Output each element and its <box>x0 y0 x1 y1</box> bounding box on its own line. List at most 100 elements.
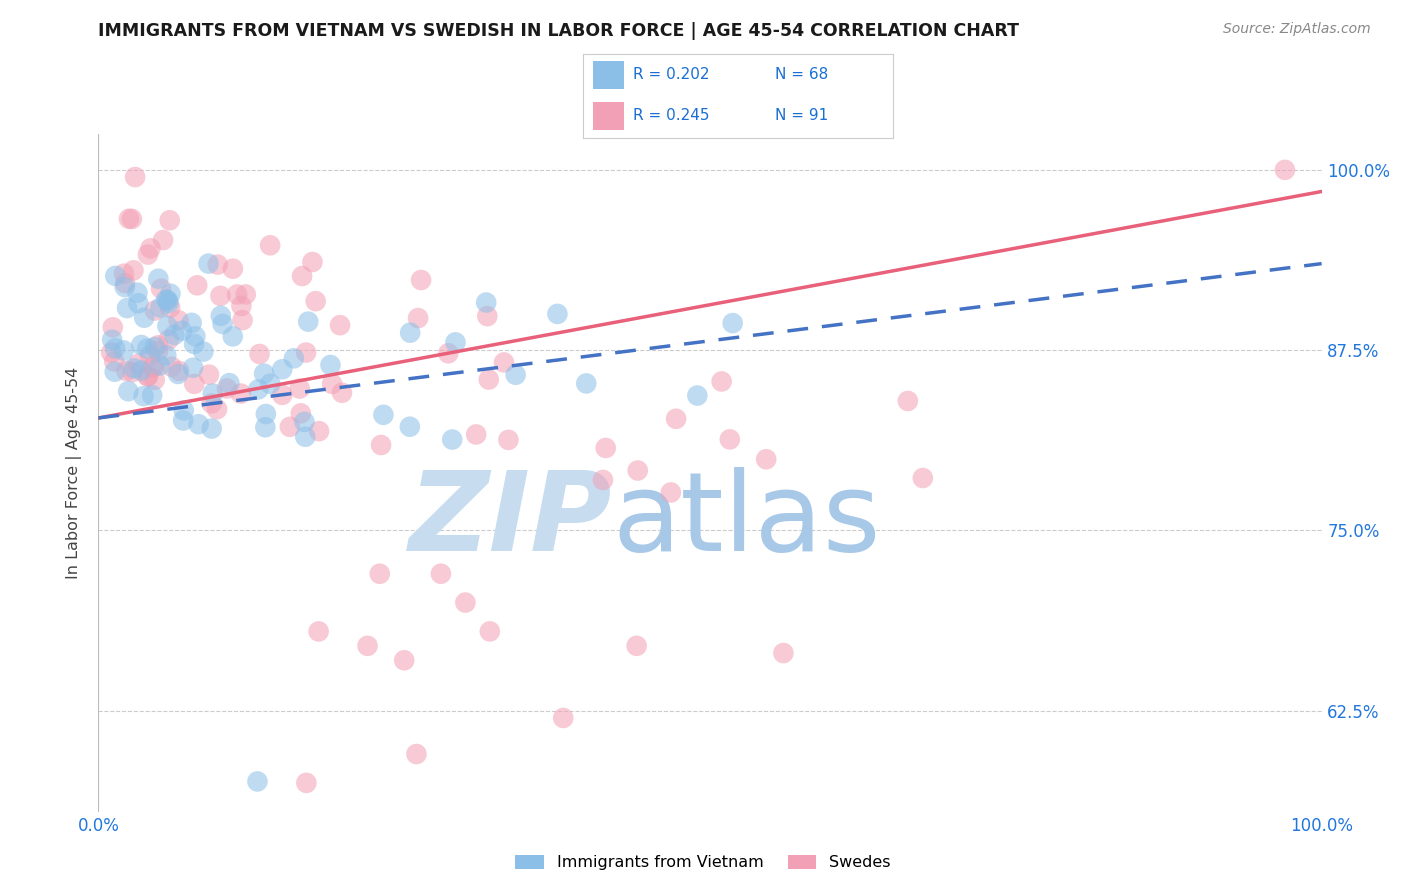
Point <box>150 282 173 296</box>
Text: R = 0.202: R = 0.202 <box>633 67 710 82</box>
Point <box>477 309 499 323</box>
Point <box>134 310 156 325</box>
Point <box>157 333 180 347</box>
Point <box>235 287 257 301</box>
Point <box>100 345 122 359</box>
Point <box>129 363 152 377</box>
Point <box>152 233 174 247</box>
Point <box>409 273 432 287</box>
Point <box>592 473 614 487</box>
Point <box>112 343 135 358</box>
Point <box>173 403 195 417</box>
Point <box>505 368 527 382</box>
Point <box>254 420 277 434</box>
Point <box>259 376 281 391</box>
Point <box>112 267 135 281</box>
Point <box>301 255 323 269</box>
Text: ZIP: ZIP <box>409 467 612 574</box>
Point <box>157 295 180 310</box>
Point <box>430 566 453 581</box>
Point <box>209 289 232 303</box>
Point <box>103 354 125 368</box>
Point <box>772 646 794 660</box>
Point <box>136 369 159 384</box>
Point <box>595 441 617 455</box>
Point <box>247 382 270 396</box>
Text: N = 91: N = 91 <box>775 108 828 123</box>
Point <box>290 406 312 420</box>
Point <box>146 344 169 359</box>
Point <box>183 376 205 391</box>
Point <box>143 340 166 354</box>
Point <box>186 278 208 293</box>
Point <box>159 286 181 301</box>
Point <box>259 238 281 252</box>
Text: IMMIGRANTS FROM VIETNAM VS SWEDISH IN LABOR FORCE | AGE 45-54 CORRELATION CHART: IMMIGRANTS FROM VIETNAM VS SWEDISH IN LA… <box>98 22 1019 40</box>
Point <box>288 382 311 396</box>
Point <box>172 413 194 427</box>
Point <box>370 438 392 452</box>
Point <box>117 384 139 399</box>
Point <box>187 417 209 432</box>
Point <box>392 653 416 667</box>
Point <box>271 388 294 402</box>
Point <box>143 303 166 318</box>
Point <box>101 333 124 347</box>
Point <box>141 388 163 402</box>
Point <box>142 359 165 374</box>
Point <box>294 415 316 429</box>
Point <box>114 276 136 290</box>
Point <box>156 293 179 308</box>
Point <box>437 346 460 360</box>
Point <box>271 362 294 376</box>
Point <box>441 433 464 447</box>
Point <box>136 342 159 356</box>
Point <box>209 309 232 323</box>
Point <box>167 367 190 381</box>
Point <box>329 318 352 333</box>
Text: R = 0.245: R = 0.245 <box>633 108 710 123</box>
Point <box>478 373 501 387</box>
Point <box>127 357 149 371</box>
Point <box>291 268 314 283</box>
Point <box>478 624 501 639</box>
Point <box>121 211 143 226</box>
Point <box>659 485 682 500</box>
Point <box>406 311 429 326</box>
Point <box>149 359 172 373</box>
Point <box>253 367 276 381</box>
Point <box>200 396 222 410</box>
Point <box>127 296 149 310</box>
Point <box>222 261 245 276</box>
Point <box>295 345 318 359</box>
Point <box>163 328 186 343</box>
Point <box>229 386 252 401</box>
Point <box>136 247 159 261</box>
Bar <box>593 62 624 89</box>
Point <box>115 301 138 315</box>
Point <box>121 365 143 379</box>
Point <box>211 317 233 331</box>
Point <box>122 263 145 277</box>
Point <box>129 338 152 352</box>
Point <box>465 427 488 442</box>
Point <box>278 420 301 434</box>
Point <box>218 376 240 391</box>
Point <box>114 280 136 294</box>
Point <box>718 433 741 447</box>
Point <box>155 293 177 307</box>
Point <box>911 471 934 485</box>
Point <box>232 313 254 327</box>
Point <box>143 373 166 387</box>
Point <box>897 394 920 409</box>
Point <box>201 386 224 401</box>
Point <box>159 301 181 315</box>
Point <box>686 388 709 402</box>
Point <box>308 424 330 438</box>
Point <box>149 301 172 315</box>
Point <box>181 360 204 375</box>
Point <box>498 433 520 447</box>
Point <box>294 430 316 444</box>
Text: Source: ZipAtlas.com: Source: ZipAtlas.com <box>1223 22 1371 37</box>
Point <box>295 776 318 790</box>
